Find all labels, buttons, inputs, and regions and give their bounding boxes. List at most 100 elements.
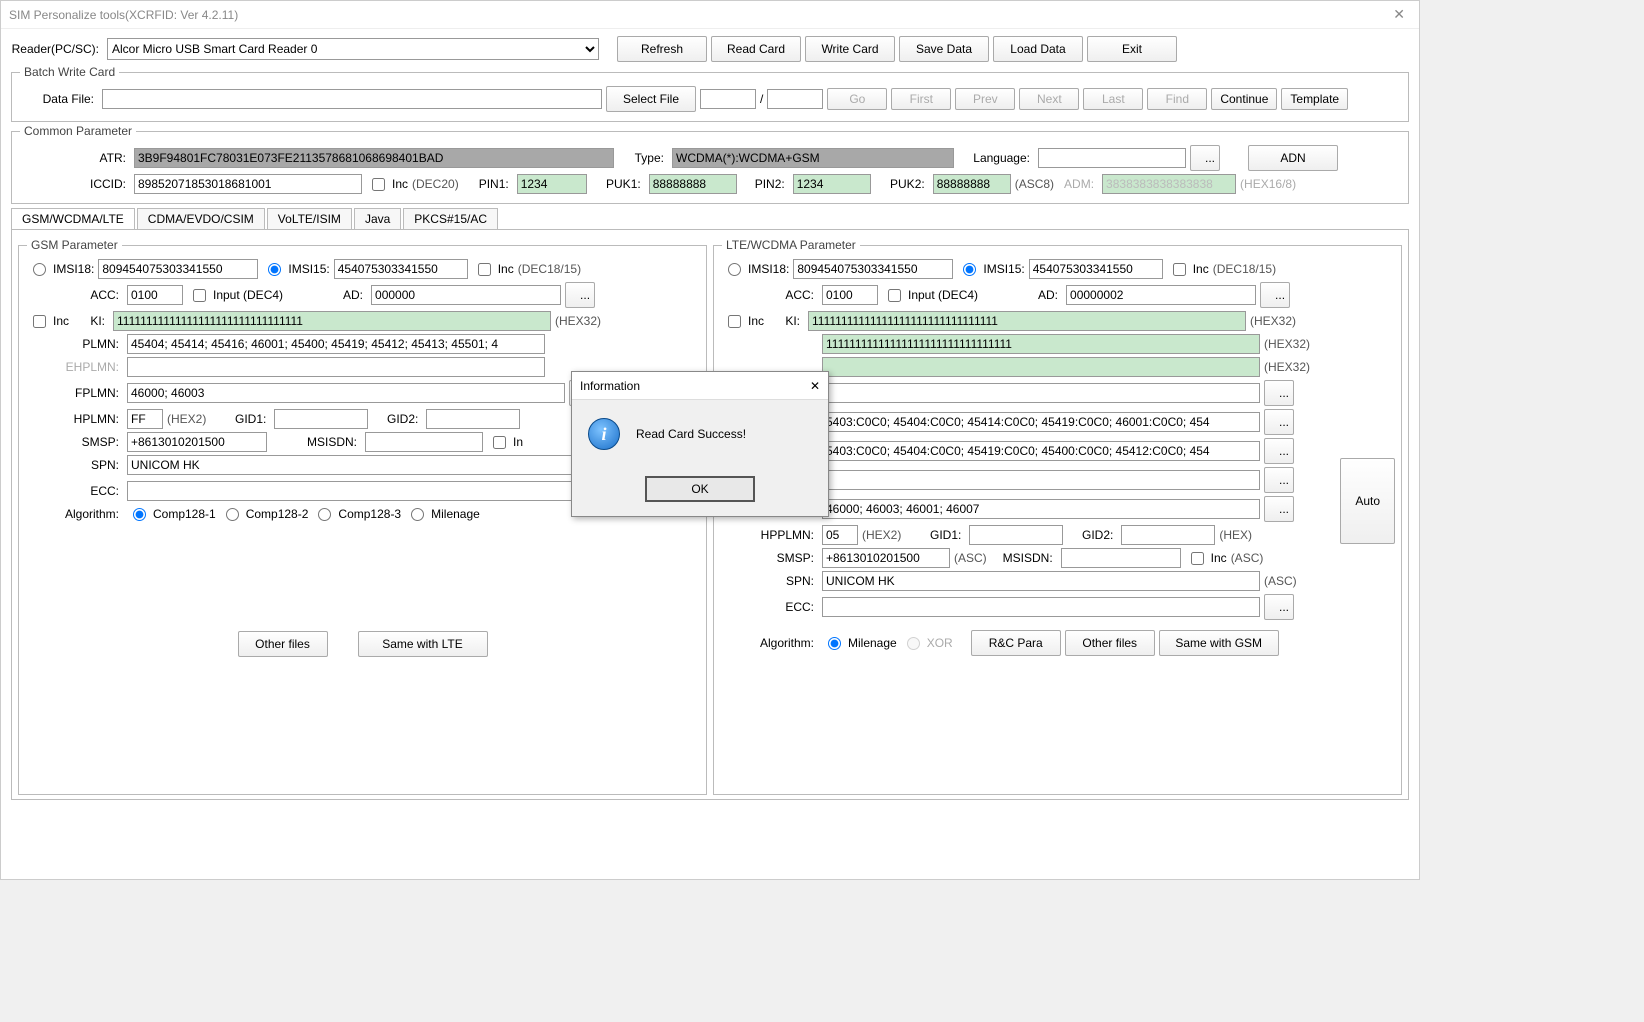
exit-button[interactable]: Exit bbox=[1087, 36, 1177, 62]
lte-imsi15-input[interactable] bbox=[1029, 259, 1163, 279]
batch-pos-input[interactable] bbox=[700, 89, 756, 109]
prev-button[interactable]: Prev bbox=[955, 88, 1015, 110]
lte-ki-input[interactable] bbox=[808, 311, 1246, 331]
gsm-other-files-button[interactable]: Other files bbox=[238, 631, 328, 657]
lte-row3-input[interactable] bbox=[822, 470, 1260, 490]
lte-gid2-input[interactable] bbox=[1121, 525, 1215, 545]
lte-empty-row[interactable] bbox=[822, 383, 1260, 403]
gsm-msisdn-input[interactable] bbox=[365, 432, 483, 452]
lte-msisdn-inc-check[interactable] bbox=[1191, 552, 1204, 565]
lte-extra-green[interactable] bbox=[822, 357, 1260, 377]
read-card-button[interactable]: Read Card bbox=[711, 36, 801, 62]
first-button[interactable]: First bbox=[891, 88, 951, 110]
tab-pkcs[interactable]: PKCS#15/AC bbox=[403, 208, 498, 229]
lte-ecc-input[interactable] bbox=[822, 597, 1260, 617]
lte-row2-input[interactable] bbox=[822, 441, 1260, 461]
reader-select[interactable]: Alcor Micro USB Smart Card Reader 0 bbox=[107, 38, 599, 60]
batch-total-input[interactable] bbox=[767, 89, 823, 109]
lte-acc-input[interactable] bbox=[822, 285, 878, 305]
gsm-imsi15-input[interactable] bbox=[334, 259, 468, 279]
lte-imsi-inc-check[interactable] bbox=[1173, 263, 1186, 276]
lte-other-files-button[interactable]: Other files bbox=[1065, 630, 1155, 656]
tab-java[interactable]: Java bbox=[354, 208, 401, 229]
lte-opc-input[interactable] bbox=[822, 334, 1260, 354]
lte-smsp-input[interactable] bbox=[822, 548, 950, 568]
gsm-acc-input[interactable] bbox=[127, 285, 183, 305]
lte-same-gsm-button[interactable]: Same with GSM bbox=[1159, 630, 1279, 656]
datafile-input[interactable] bbox=[102, 89, 602, 109]
gsm-gid2-input[interactable] bbox=[426, 409, 520, 429]
find-button[interactable]: Find bbox=[1147, 88, 1207, 110]
language-input[interactable] bbox=[1038, 148, 1186, 168]
gsm-imsi18-radio[interactable] bbox=[33, 263, 46, 276]
template-button[interactable]: Template bbox=[1281, 88, 1348, 110]
puk1-input[interactable] bbox=[649, 174, 737, 194]
dialog-ok-button[interactable]: OK bbox=[645, 476, 755, 502]
lte-imsi18-radio[interactable] bbox=[728, 263, 741, 276]
iccid-input[interactable] bbox=[134, 174, 362, 194]
lte-imsi18-input[interactable] bbox=[793, 259, 953, 279]
lte-msisdn-input[interactable] bbox=[1061, 548, 1181, 568]
pin1-input[interactable] bbox=[517, 174, 587, 194]
lte-row3-ell[interactable]: ... bbox=[1264, 467, 1294, 493]
gsm-imsi18-input[interactable] bbox=[98, 259, 258, 279]
gsm-smsp-input[interactable] bbox=[127, 432, 267, 452]
gsm-imsi-inc-check[interactable] bbox=[478, 263, 491, 276]
gsm-ad-ell[interactable]: ... bbox=[565, 282, 595, 308]
lte-gid1-input[interactable] bbox=[969, 525, 1063, 545]
continue-button[interactable]: Continue bbox=[1211, 88, 1277, 110]
gsm-ecc-input[interactable] bbox=[127, 481, 575, 501]
lte-row1-ell[interactable]: ... bbox=[1264, 409, 1294, 435]
pin2-input[interactable] bbox=[793, 174, 871, 194]
lte-ecc-ell[interactable]: ... bbox=[1264, 594, 1294, 620]
lte-row1-input[interactable] bbox=[822, 412, 1260, 432]
gsm-imsi15-radio[interactable] bbox=[268, 263, 281, 276]
tab-cdma[interactable]: CDMA/EVDO/CSIM bbox=[137, 208, 265, 229]
adm-input[interactable] bbox=[1102, 174, 1236, 194]
next-button[interactable]: Next bbox=[1019, 88, 1079, 110]
atr-input[interactable] bbox=[134, 148, 614, 168]
tab-gsm[interactable]: GSM/WCDMA/LTE bbox=[11, 208, 135, 229]
go-button[interactable]: Go bbox=[827, 88, 887, 110]
tab-volte[interactable]: VoLTE/ISIM bbox=[267, 208, 352, 229]
lte-row0-ell[interactable]: ... bbox=[1264, 380, 1294, 406]
gsm-fplmn-input[interactable] bbox=[127, 383, 565, 403]
lte-algo2-radio[interactable] bbox=[907, 637, 920, 650]
lte-algo1-radio[interactable] bbox=[828, 637, 841, 650]
gsm-plmn-input[interactable] bbox=[127, 334, 545, 354]
adn-button[interactable]: ADN bbox=[1248, 145, 1338, 171]
refresh-button[interactable]: Refresh bbox=[617, 36, 707, 62]
iccid-inc-check[interactable] bbox=[372, 178, 385, 191]
gsm-algo2-radio[interactable] bbox=[226, 508, 239, 521]
lte-ad-input[interactable] bbox=[1066, 285, 1256, 305]
lte-ki-inc-check[interactable] bbox=[728, 315, 741, 328]
gsm-hplmn-input[interactable] bbox=[127, 409, 163, 429]
lte-hpplmn-input[interactable] bbox=[822, 525, 858, 545]
gsm-algo1-radio[interactable] bbox=[133, 508, 146, 521]
write-card-button[interactable]: Write Card bbox=[805, 36, 895, 62]
select-file-button[interactable]: Select File bbox=[606, 86, 696, 112]
save-data-button[interactable]: Save Data bbox=[899, 36, 989, 62]
load-data-button[interactable]: Load Data bbox=[993, 36, 1083, 62]
close-icon[interactable]: ✕ bbox=[1387, 6, 1411, 23]
lte-fplmn-ell[interactable]: ... bbox=[1264, 496, 1294, 522]
lte-fplmn-input[interactable] bbox=[822, 499, 1260, 519]
dialog-close-icon[interactable]: ✕ bbox=[810, 379, 820, 393]
lte-acc-input-check[interactable] bbox=[888, 289, 901, 302]
gsm-ki-input[interactable] bbox=[113, 311, 551, 331]
gsm-acc-input-check[interactable] bbox=[193, 289, 206, 302]
gsm-spn-input[interactable] bbox=[127, 455, 607, 475]
last-button[interactable]: Last bbox=[1083, 88, 1143, 110]
gsm-gid1-input[interactable] bbox=[274, 409, 368, 429]
gsm-msisdn-in-check[interactable] bbox=[493, 436, 506, 449]
lte-spn-input[interactable] bbox=[822, 571, 1260, 591]
gsm-algo4-radio[interactable] bbox=[411, 508, 424, 521]
lte-imsi15-radio[interactable] bbox=[963, 263, 976, 276]
gsm-same-lte-button[interactable]: Same with LTE bbox=[358, 631, 488, 657]
lte-row2-ell[interactable]: ... bbox=[1264, 438, 1294, 464]
lte-rc-para-button[interactable]: R&C Para bbox=[971, 630, 1061, 656]
gsm-ki-inc-check[interactable] bbox=[33, 315, 46, 328]
gsm-algo3-radio[interactable] bbox=[318, 508, 331, 521]
lte-ad-ell[interactable]: ... bbox=[1260, 282, 1290, 308]
puk2-input[interactable] bbox=[933, 174, 1011, 194]
